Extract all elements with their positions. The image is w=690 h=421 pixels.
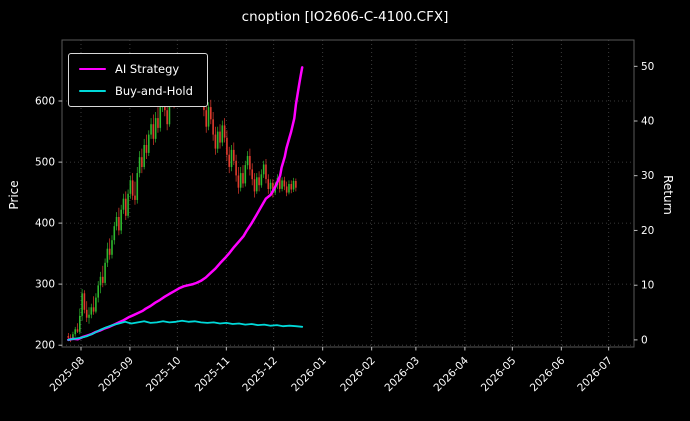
price-axis-label: Price — [7, 180, 21, 210]
svg-text:2026-06: 2026-06 — [528, 354, 568, 394]
svg-text:600: 600 — [35, 96, 55, 108]
svg-text:2025-11: 2025-11 — [193, 355, 233, 395]
svg-text:20: 20 — [641, 225, 654, 237]
svg-text:2026-05: 2026-05 — [479, 355, 519, 395]
svg-text:300: 300 — [35, 279, 55, 291]
svg-text:2026-04: 2026-04 — [432, 354, 472, 394]
svg-text:30: 30 — [641, 170, 654, 182]
svg-text:2025-10: 2025-10 — [144, 355, 184, 395]
svg-text:2025-09: 2025-09 — [97, 355, 137, 395]
svg-text:500: 500 — [35, 157, 55, 169]
svg-text:10: 10 — [641, 280, 654, 292]
svg-text:400: 400 — [35, 218, 55, 230]
svg-text:2026-03: 2026-03 — [383, 355, 423, 395]
return-axis-label: Return — [661, 175, 675, 215]
ai-strategy-line-swatch — [79, 67, 106, 71]
legend-label-ai-strategy: AI Strategy — [115, 62, 180, 76]
svg-text:0: 0 — [641, 334, 648, 346]
svg-text:200: 200 — [35, 340, 55, 352]
chart-title: cnoption [IO2606-C-4100.CFX] — [241, 9, 449, 25]
buy-and-hold-line-swatch — [79, 89, 106, 93]
legend: AI Strategy Buy-and-Hold — [68, 53, 208, 107]
svg-text:50: 50 — [641, 61, 654, 73]
svg-text:40: 40 — [641, 116, 654, 128]
svg-text:2025-08: 2025-08 — [48, 355, 88, 395]
svg-text:2026-01: 2026-01 — [289, 355, 329, 395]
svg-text:2026-07: 2026-07 — [575, 355, 615, 395]
legend-label-buy-and-hold: Buy-and-Hold — [115, 84, 193, 98]
svg-text:2025-12: 2025-12 — [240, 355, 280, 395]
legend-item-ai-strategy: AI Strategy — [79, 62, 193, 76]
legend-item-buy-and-hold: Buy-and-Hold — [79, 84, 193, 98]
svg-text:2026-02: 2026-02 — [338, 355, 378, 395]
